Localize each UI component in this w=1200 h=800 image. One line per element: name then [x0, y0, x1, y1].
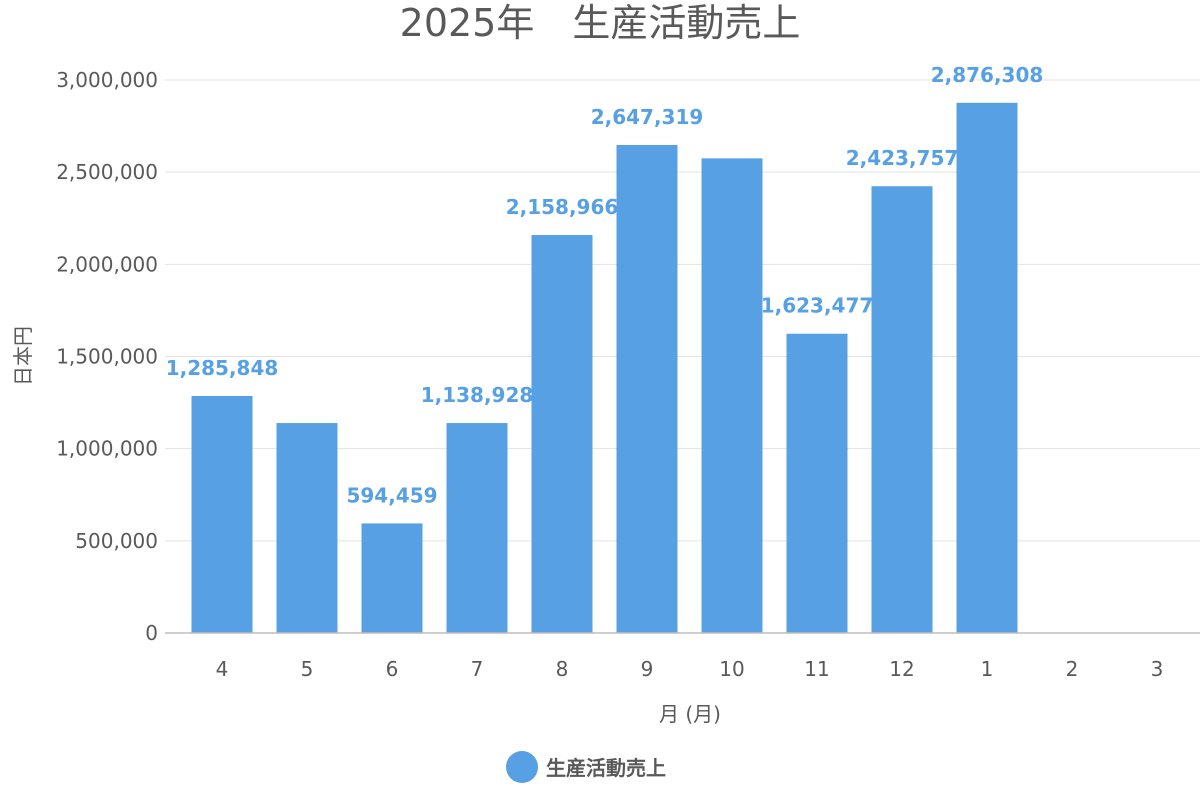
x-tick-label: 1 [981, 657, 994, 681]
x-tick-label: 6 [386, 657, 399, 681]
x-tick-label: 5 [301, 657, 314, 681]
x-tick-label: 7 [471, 657, 484, 681]
data-label: 2,647,319 [591, 105, 704, 129]
legend[interactable]: 生産活動売上 [506, 751, 666, 783]
bars [191, 102, 1018, 634]
x-tick-label: 2 [1066, 657, 1079, 681]
data-label: 594,459 [346, 483, 437, 507]
y-axis-ticks: 0 500,000 1,000,000 1,500,000 2,000,000 2,500… [56, 68, 158, 645]
legend-marker [506, 751, 538, 783]
bar[interactable] [871, 186, 933, 633]
data-label: 2,423,757 [846, 146, 959, 170]
x-tick-label: 9 [641, 657, 654, 681]
y-axis-title: 日本円 [11, 326, 35, 386]
bar[interactable] [701, 158, 763, 633]
y-tick-label: 1,000,000 [56, 437, 158, 461]
bar[interactable] [361, 523, 423, 633]
x-tick-label: 11 [804, 657, 829, 681]
data-labels: 1,285,848 594,459 1,138,928 2,158,966 2,647,… [166, 63, 1044, 508]
x-axis-ticks: 4 5 6 7 8 9 10 11 12 1 2 3 [216, 657, 1164, 681]
x-tick-label: 3 [1151, 657, 1164, 681]
x-tick-label: 4 [216, 657, 229, 681]
y-tick-label: 1,500,000 [56, 345, 158, 369]
y-tick-label: 500,000 [75, 529, 158, 553]
bar[interactable] [616, 145, 678, 633]
data-label: 2,158,966 [506, 195, 619, 219]
bar[interactable] [191, 395, 253, 633]
y-tick-label: 0 [145, 621, 158, 645]
data-label: 1,285,848 [166, 356, 279, 380]
y-tick-label: 2,500,000 [56, 160, 158, 184]
bar[interactable] [956, 102, 1018, 634]
bar[interactable] [786, 333, 848, 633]
x-tick-label: 12 [889, 657, 914, 681]
chart-title: 2025年 生産活動売上 [400, 1, 801, 45]
x-tick-label: 8 [556, 657, 569, 681]
data-label: 1,138,928 [421, 383, 534, 407]
data-label: 1,623,477 [761, 294, 874, 318]
bar[interactable] [531, 235, 593, 634]
y-tick-label: 3,000,000 [56, 68, 158, 92]
x-axis-title: 月 (月) [659, 702, 721, 726]
bar[interactable] [446, 423, 508, 633]
y-tick-label: 2,000,000 [56, 252, 158, 276]
data-label: 2,876,308 [931, 63, 1044, 87]
bar[interactable] [276, 423, 338, 633]
legend-label: 生産活動売上 [546, 756, 666, 780]
x-tick-label: 10 [719, 657, 744, 681]
